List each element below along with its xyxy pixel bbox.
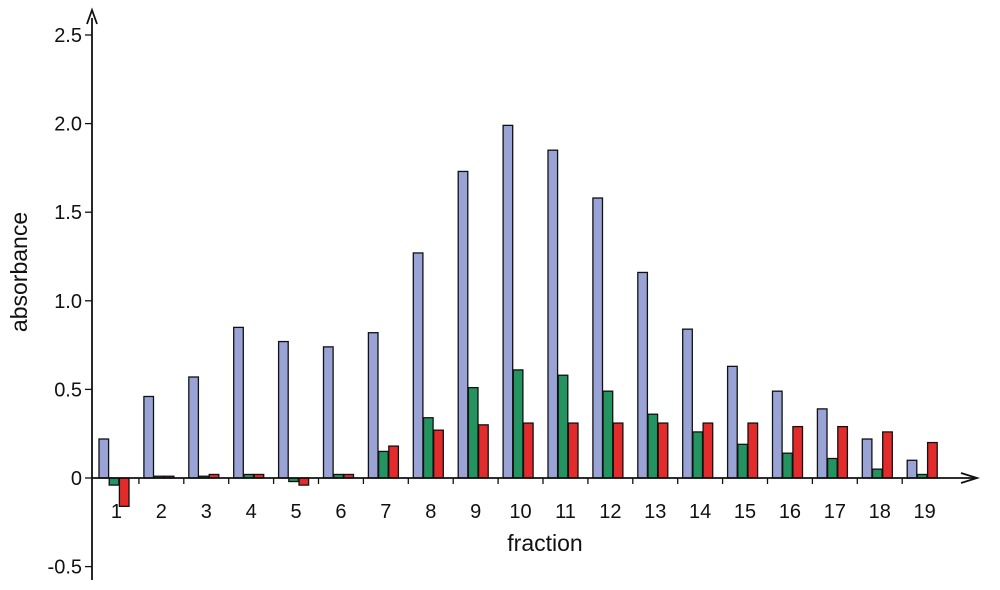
bar-fraction-13-series-1 [637, 271, 649, 479]
bar-fraction-14-series-2 [692, 431, 704, 479]
x-tick-label-14: 14 [689, 501, 711, 523]
bar-fraction-5-series-1 [277, 340, 289, 479]
labels-layer: 1 2 3 4 5 6 7 8 9 10 11 12 13 14 15 16 17 18 192.52.01.51.… [6, 25, 936, 579]
x-tick-label-5: 5 [290, 501, 301, 523]
bar-fraction-5-series-3 [298, 477, 310, 486]
bar-fraction-9-series-3 [477, 424, 489, 479]
y-tick-label: 1.5 [54, 202, 82, 224]
y-axis-arrowhead [86, 7, 98, 25]
x-tick-label-1: 1 [111, 501, 122, 523]
y-tick-label: -0.5 [48, 557, 82, 579]
bar-fraction-12-series-3 [612, 422, 624, 479]
bar-fraction-18-series-1 [861, 438, 873, 479]
y-tick-label: 2.0 [54, 114, 82, 136]
bar-fraction-1-series-2 [108, 477, 120, 486]
bar-fraction-10-series-1 [502, 124, 514, 479]
bar-fraction-15-series-3 [747, 422, 759, 479]
bar-fraction-9-series-1 [457, 170, 469, 479]
bar-fraction-7-series-2 [377, 450, 389, 479]
y-tick-label: 0.5 [54, 379, 82, 401]
bar-fraction-8-series-1 [412, 252, 424, 479]
x-tick-label-7: 7 [380, 501, 391, 523]
x-tick-label-12: 12 [599, 501, 621, 523]
bar-fraction-10-series-3 [522, 422, 534, 479]
bar-fraction-16-series-2 [782, 452, 793, 479]
bar-fraction-19-series-1 [906, 459, 918, 479]
bar-fraction-19-series-3 [926, 441, 938, 479]
x-tick-label-4: 4 [246, 501, 257, 523]
bar-fraction-7-series-1 [367, 332, 379, 479]
axes-layer [85, 7, 981, 580]
bar-fraction-8-series-2 [422, 417, 434, 479]
x-tick-label-13: 13 [644, 501, 666, 523]
bar-fraction-14-series-3 [702, 422, 714, 479]
bar-fraction-15-series-2 [737, 443, 749, 479]
x-axis-arrowhead [960, 472, 981, 484]
bar-fraction-13-series-3 [657, 422, 669, 479]
x-tick-label-17: 17 [824, 501, 846, 523]
bar-fraction-17-series-3 [837, 425, 849, 479]
x-tick-label-19: 19 [914, 501, 936, 523]
bar-fraction-1-series-1 [98, 438, 110, 479]
bar-fraction-14-series-1 [682, 328, 693, 479]
bar-fraction-18-series-2 [871, 468, 883, 479]
bar-fraction-12-series-1 [592, 197, 604, 479]
y-tick-label: 2.5 [54, 25, 82, 47]
bar-fraction-11-series-1 [547, 149, 559, 479]
bar-fraction-10-series-2 [512, 369, 524, 479]
bar-fraction-6-series-1 [322, 346, 334, 479]
x-tick-label-15: 15 [734, 501, 756, 523]
x-tick-label-9: 9 [470, 501, 481, 523]
y-tick-label: 1.0 [54, 291, 82, 313]
bar-fraction-3-series-1 [188, 376, 200, 479]
bar-fraction-16-series-1 [771, 390, 783, 479]
x-tick-label-3: 3 [201, 501, 212, 523]
bar-fraction-4-series-1 [233, 326, 244, 479]
bar-fraction-11-series-3 [567, 422, 579, 479]
x-tick-label-8: 8 [425, 501, 436, 523]
x-tick-label-10: 10 [509, 501, 531, 523]
x-tick-label-11: 11 [555, 501, 576, 523]
x-tick-label-18: 18 [869, 501, 891, 523]
bar-fraction-11-series-2 [557, 374, 569, 479]
bar-fraction-7-series-3 [388, 445, 400, 479]
x-axis-title: fraction [507, 530, 582, 556]
bar-fraction-9-series-2 [467, 386, 479, 479]
x-tick-label-2: 2 [156, 501, 167, 523]
bar-fraction-12-series-2 [602, 390, 614, 479]
bar-fraction-13-series-2 [647, 413, 659, 479]
bar-fraction-17-series-2 [826, 457, 838, 479]
bar-fraction-17-series-1 [816, 408, 828, 479]
bar-fraction-2-series-1 [143, 395, 155, 479]
y-tick-label: 0 [71, 468, 82, 490]
y-axis-title: absorbance [6, 212, 32, 332]
x-tick-label-16: 16 [779, 501, 801, 523]
bars-layer [98, 124, 938, 508]
bar-fraction-18-series-3 [882, 431, 893, 479]
bar-fraction-16-series-3 [792, 425, 804, 479]
bar-fraction-15-series-1 [726, 365, 738, 479]
x-tick-label-6: 6 [335, 501, 346, 523]
bar-fraction-8-series-3 [433, 429, 444, 479]
